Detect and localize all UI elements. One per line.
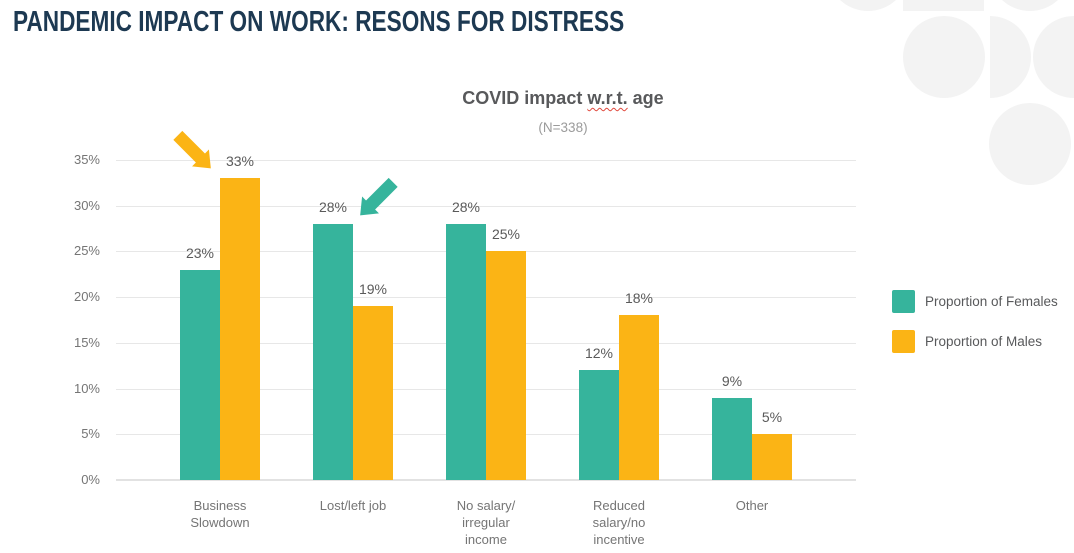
y-axis-tick-label: 15% xyxy=(73,334,100,350)
bar-value-label-females-0: 23% xyxy=(185,244,215,261)
deco-square xyxy=(903,0,984,11)
chart-sample-size: (N=338) xyxy=(538,120,588,135)
bar-females-2 xyxy=(446,224,486,480)
x-axis-category-label-3: Reduced salary/no incentive xyxy=(592,498,646,547)
arrow-icon xyxy=(173,131,211,169)
x-axis-category-label-2: No salary/ irregular income xyxy=(456,498,516,547)
bar-value-label-females-1: 28% xyxy=(318,199,348,215)
bar-males-4 xyxy=(752,434,792,480)
legend-swatch-males xyxy=(892,330,915,353)
legend-item-females: Proportion of Females xyxy=(892,290,1058,313)
legend-item-males: Proportion of Males xyxy=(892,330,1042,353)
annotation-arrow-down-right xyxy=(169,128,216,172)
y-gridline xyxy=(116,160,856,161)
x-axis-category-label-1: Lost/left job xyxy=(319,498,387,513)
bar-males-0 xyxy=(220,178,260,480)
legend-swatch-females xyxy=(892,290,915,313)
y-axis-tick-label: 30% xyxy=(73,197,100,213)
bar-females-0 xyxy=(180,269,220,480)
bar-value-label-males-2: 25% xyxy=(491,226,521,243)
bar-females-1 xyxy=(313,224,353,480)
bar-females-4 xyxy=(712,397,752,480)
page-title: PANDEMIC IMPACT ON WORK: RESONS FOR DIST… xyxy=(13,6,625,38)
deco-circle-middle xyxy=(903,16,985,98)
chart-title: COVID impact w.r.t. age xyxy=(462,88,663,109)
chart-title-text-tail: age xyxy=(627,88,664,108)
y-axis-tick-label: 35% xyxy=(73,152,100,167)
bar-males-2 xyxy=(486,251,526,480)
y-axis-tick-label: 5% xyxy=(81,426,100,442)
bar-value-label-females-2: 28% xyxy=(451,199,481,215)
bar-males-3 xyxy=(619,315,659,480)
y-axis-tick-label: 10% xyxy=(73,380,100,396)
bar-value-label-females-3: 12% xyxy=(584,345,614,362)
bar-value-label-males-1: 19% xyxy=(358,281,388,298)
deco-circle-bottom xyxy=(989,103,1071,185)
legend-label-males: Proportion of Males xyxy=(925,334,1043,349)
y-axis-tick-label: 25% xyxy=(73,243,100,259)
annotation-arrow-down-left xyxy=(355,175,402,219)
x-axis-line xyxy=(116,479,856,481)
x-axis-category-label-0: Business Slowdown xyxy=(190,498,250,530)
deco-half-circle-left-bulge xyxy=(1033,16,1074,98)
x-axis-category-label-4: Other xyxy=(735,498,769,513)
bar-value-label-females-4: 9% xyxy=(721,372,743,389)
y-axis-tick-label: 0% xyxy=(81,472,100,487)
bar-value-label-males-4: 5% xyxy=(761,409,783,426)
y-axis-tick-label: 20% xyxy=(73,289,100,305)
bar-males-1 xyxy=(353,306,393,480)
bar-females-3 xyxy=(579,370,619,480)
y-gridline xyxy=(116,205,856,207)
bar-value-label-males-3: 18% xyxy=(624,290,654,307)
chart-title-text-lead: COVID impact xyxy=(462,88,588,108)
arrow-icon xyxy=(360,177,398,216)
deco-half-circle-right-bulge xyxy=(990,16,1031,98)
legend-label-females: Proportion of Females xyxy=(925,294,1058,309)
chart-title-spellchecked-word: w.r.t. xyxy=(587,88,628,108)
bar-value-label-males-0: 33% xyxy=(225,153,255,170)
deco-circle-top-right xyxy=(989,0,1071,11)
deco-circle-top-left xyxy=(827,0,909,11)
